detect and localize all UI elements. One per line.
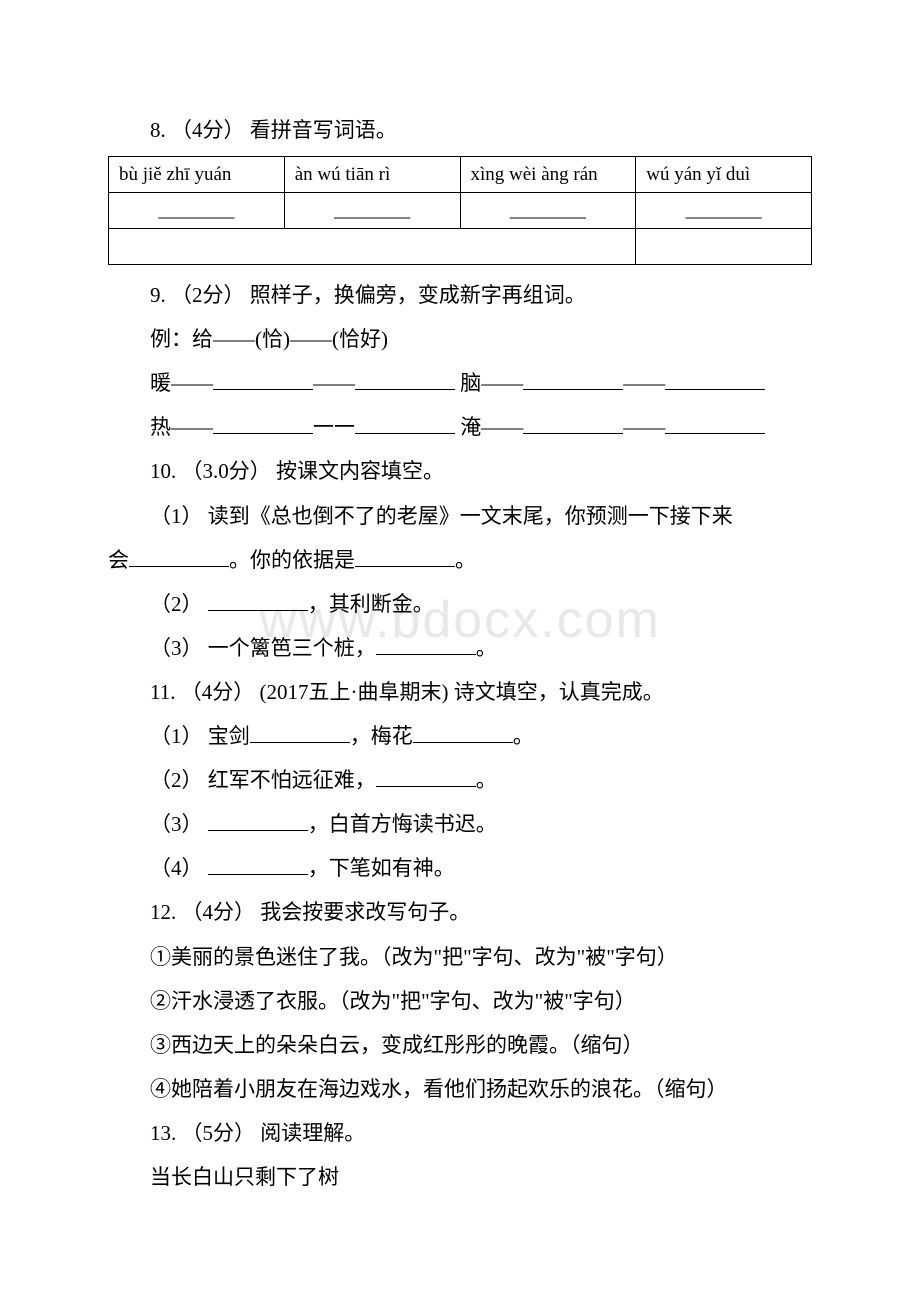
- blank-line: [208, 874, 308, 875]
- blank-cell: ________: [636, 193, 812, 229]
- text-fragment: ，其利断金。: [308, 592, 434, 616]
- blank-line: [213, 433, 313, 434]
- blank-line: [355, 389, 455, 390]
- text-fragment: （2）: [150, 592, 208, 616]
- q11-p3: （3） ，白首方悔读书迟。: [108, 802, 812, 846]
- empty-cell: [636, 229, 812, 265]
- blank-cell: ________: [460, 193, 636, 229]
- q9-line2: 热—— 一一 淹—— ——: [108, 405, 812, 449]
- q8-table: bù jiě zhī yuán àn wú tiān rì xìng wèi à…: [108, 156, 812, 265]
- blank-line: [523, 433, 623, 434]
- text-fragment: 淹——: [455, 415, 523, 439]
- empty-cell: [109, 229, 636, 265]
- blank-line: [665, 433, 765, 434]
- blank-line: [129, 566, 229, 567]
- text-fragment: 。: [513, 724, 534, 748]
- q9-prompt: 9. （2分） 照样子，换偏旁，变成新字再组词。: [108, 273, 812, 317]
- text-fragment: 会: [108, 548, 129, 572]
- pinyin-cell: bù jiě zhī yuán: [109, 157, 285, 193]
- blank-line: [665, 389, 765, 390]
- q11-p1: （1） 宝剑 ，梅花 。: [108, 714, 812, 758]
- text-fragment: （2） 红军不怕远征难，: [150, 768, 376, 792]
- text-fragment: ——: [623, 371, 665, 395]
- pinyin-cell: xìng wèi àng rán: [460, 157, 636, 193]
- q13-prompt: 13. （5分） 阅读理解。: [108, 1111, 812, 1155]
- q10-p2: （2） ，其利断金。: [108, 582, 812, 626]
- blank-line: [355, 433, 455, 434]
- q9-line1: 暖—— —— 脑—— ——: [108, 361, 812, 405]
- q9-example: 例：给——(恰)——(恰好): [108, 317, 812, 361]
- text-fragment: （3） 一个篱笆三个桩，: [150, 636, 376, 660]
- text-fragment: 暖——: [150, 371, 213, 395]
- blank-line: [376, 654, 476, 655]
- q11-p4: （4） ，下笔如有神。: [108, 846, 812, 890]
- q10-p1b: 会 。你的依据是 。: [108, 538, 812, 582]
- blank-line: [376, 786, 476, 787]
- table-row: bù jiě zhī yuán àn wú tiān rì xìng wèi à…: [109, 157, 812, 193]
- text-fragment: （1） 宝剑: [150, 724, 250, 748]
- text-fragment: 。你的依据是: [229, 548, 355, 572]
- text-fragment: 一一: [313, 415, 355, 439]
- document-body: 8. （4分） 看拼音写词语。 bù jiě zhī yuán àn wú ti…: [108, 108, 812, 1199]
- q12-p4: ④她陪着小朋友在海边戏水，看他们扬起欢乐的浪花。（缩句）: [108, 1067, 812, 1111]
- blank-line: [413, 742, 513, 743]
- text-fragment: ——: [623, 415, 665, 439]
- text-fragment: （4）: [150, 856, 208, 880]
- q11-prompt: 11. （4分） (2017五上·曲阜期末) 诗文填空，认真完成。: [108, 670, 812, 714]
- blank-line: [208, 610, 308, 611]
- text-fragment: ，白首方悔读书迟。: [308, 812, 497, 836]
- table-row: ________ ________ ________ ________: [109, 193, 812, 229]
- blank-cell: ________: [284, 193, 460, 229]
- text-fragment: ，梅花: [350, 724, 413, 748]
- text-fragment: 热——: [150, 415, 213, 439]
- text-fragment: 。: [476, 768, 497, 792]
- blank-line: [250, 742, 350, 743]
- pinyin-cell: wú yán yǐ duì: [636, 157, 812, 193]
- q12-p3: ③西边天上的朵朵白云，变成红彤彤的晚霞。（缩句）: [108, 1023, 812, 1067]
- q11-p2: （2） 红军不怕远征难， 。: [108, 758, 812, 802]
- blank-line: [208, 830, 308, 831]
- blank-line: [523, 389, 623, 390]
- q8-prompt: 8. （4分） 看拼音写词语。: [108, 108, 812, 152]
- table-row: [109, 229, 812, 265]
- text-fragment: 。: [476, 636, 497, 660]
- pinyin-cell: àn wú tiān rì: [284, 157, 460, 193]
- text-fragment: （3）: [150, 812, 208, 836]
- q12-prompt: 12. （4分） 我会按要求改写句子。: [108, 890, 812, 934]
- blank-line: [213, 389, 313, 390]
- q10-prompt: 10. （3.0分） 按课文内容填空。: [108, 449, 812, 493]
- blank-cell: ________: [109, 193, 285, 229]
- q13-title: 当长白山只剩下了树: [108, 1155, 812, 1199]
- q12-p2: ②汗水浸透了衣服。（改为"把"字句、改为"被"字句）: [108, 979, 812, 1023]
- q12-p1: ①美丽的景色迷住了我。（改为"把"字句、改为"被"字句）: [108, 935, 812, 979]
- blank-line: [355, 566, 455, 567]
- text-fragment: 脑——: [455, 371, 523, 395]
- text-fragment: 。: [455, 548, 476, 572]
- text-fragment: ，下笔如有神。: [308, 856, 455, 880]
- text-fragment: ——: [313, 371, 355, 395]
- q10-p1a: （1） 读到《总也倒不了的老屋》一文末尾，你预测一下接下来: [108, 494, 812, 538]
- q10-p3: （3） 一个篱笆三个桩， 。: [108, 626, 812, 670]
